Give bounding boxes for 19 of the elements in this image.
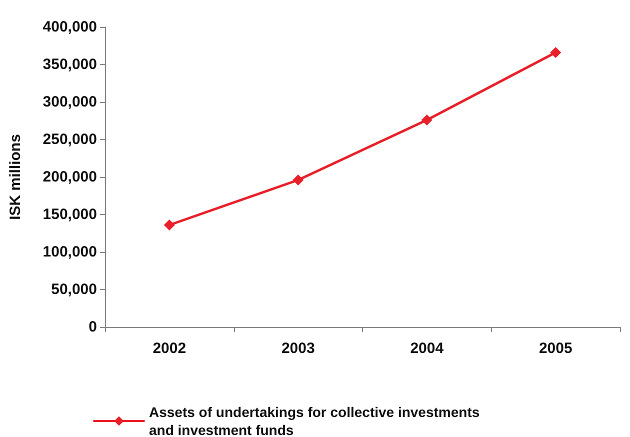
y-tick-label: 0 — [88, 318, 97, 336]
x-tick-label: 2004 — [410, 340, 444, 357]
y-tick-label: 150,000 — [42, 206, 97, 223]
y-tick-label: 400,000 — [42, 18, 97, 36]
y-tick-label: 250,000 — [42, 131, 97, 148]
point — [292, 174, 304, 186]
y-tick-label: 50,000 — [51, 281, 97, 298]
y-axis-title: ISK millions — [7, 134, 24, 220]
y-tick-label: 300,000 — [42, 94, 97, 110]
x-tick-label: 2002 — [152, 340, 186, 357]
point — [421, 114, 432, 126]
y-tick-label: 350,000 — [42, 56, 97, 73]
y-tick-label: 200,000 — [42, 168, 97, 186]
y-tick-label: 100,000 — [42, 244, 97, 260]
point — [164, 220, 175, 230]
point — [550, 47, 562, 58]
x-tick-label: 2005 — [538, 340, 572, 357]
x-tick-label: 2003 — [281, 340, 315, 357]
legend-label: Assets of undertakings for collective investments and investment funds — [149, 404, 484, 437]
